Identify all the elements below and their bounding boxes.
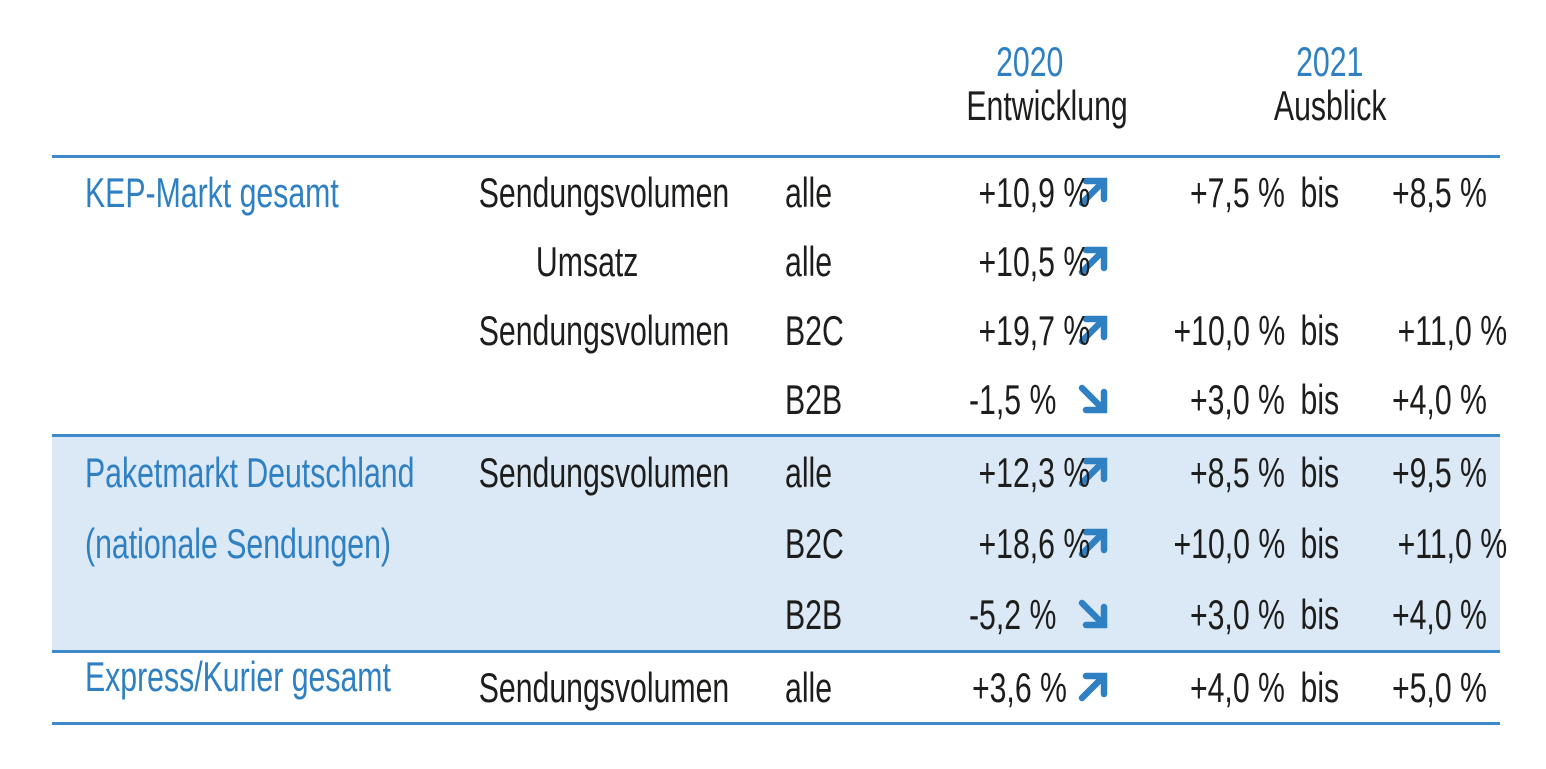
dev-2020-value: -1,5 % — [968, 375, 1057, 423]
section-label-cell: Express/Kurier gesamt — [52, 650, 430, 725]
table-row: KEP-Markt gesamt Sendungsvolumen alle +1… — [52, 155, 1500, 436]
trend-up-icon — [1078, 529, 1108, 558]
dev-2020-value: +19,7 % — [978, 306, 1091, 354]
trend-down-icon — [1078, 600, 1108, 629]
outlook-high-value: +8,5 % — [1355, 155, 1500, 227]
dev-2020-value: +10,9 % — [935, 155, 1090, 227]
section-label-cell: Paketmarkt Deutschland (nationale Sendun… — [52, 434, 430, 652]
trend-cell — [1060, 365, 1125, 436]
segment-cell: alle — [745, 650, 935, 725]
year-2021-label: 2021 — [1296, 38, 1364, 85]
table-row: Express/Kurier gesamt Sendungsvolumen al… — [52, 650, 1500, 725]
dev-2020-value: +18,6 % — [935, 508, 1090, 579]
outlook-low-value: +10,0 % — [1125, 508, 1285, 579]
trend-up-icon — [1078, 247, 1108, 276]
section-label-cell: KEP-Markt gesamt — [52, 155, 430, 436]
table-row: B2C +18,6 % +10,0 % bis +11,0 % — [52, 508, 1507, 579]
metric-cell: Sendungsvolumen — [430, 434, 745, 508]
outlook-low-value: +3,0 % — [1190, 375, 1285, 423]
metric-cell — [430, 579, 745, 652]
outlook-low-value — [1125, 227, 1285, 296]
trend-cell — [1060, 155, 1125, 227]
metric-cell: Sendungsvolumen — [430, 650, 745, 725]
metric-cell: Sendungsvolumen — [430, 155, 745, 227]
outlook-high-value: +11,0 % — [1355, 508, 1507, 579]
trend-up-icon — [1078, 458, 1108, 487]
dev-2020-value: +3,6 % — [935, 650, 1067, 725]
outlook-high-value: +4,0 % — [1391, 375, 1487, 423]
bis-label: bis — [1285, 579, 1355, 652]
segment-cell: B2B — [745, 579, 935, 652]
segment-cell: alle — [745, 155, 935, 227]
bis-label: bis — [1285, 650, 1355, 725]
trend-cell — [1060, 508, 1125, 579]
trend-cell — [1060, 579, 1125, 652]
column-group-2020: 2020 Entwicklung — [935, 38, 1128, 129]
metric-cell — [430, 508, 745, 579]
outlook-high-value — [1355, 227, 1500, 296]
bis-label: bis — [1285, 508, 1355, 579]
outlook-low-value: +4,0 % — [1125, 650, 1285, 725]
segment-cell: B2C — [785, 306, 844, 354]
table-row: B2B -5,2 % +3,0 % bis +4,0 % — [52, 579, 1500, 652]
outlook-high-value: +9,5 % — [1355, 434, 1500, 508]
trend-up-icon — [1078, 178, 1108, 207]
outlook-low-value: +3,0 % — [1125, 579, 1285, 652]
outlook-high-value: +5,0 % — [1355, 650, 1500, 725]
outlook-high-value: +4,0 % — [1355, 579, 1500, 652]
segment-cell: alle — [745, 434, 935, 508]
bis-label: bis — [1285, 155, 1355, 227]
market-data-table: KEP-Markt gesamt Sendungsvolumen alle +1… — [52, 155, 1508, 725]
trend-cell — [1060, 650, 1125, 725]
section-label: Paketmarkt Deutschland — [85, 449, 415, 496]
outlook-low-value: +8,5 % — [1125, 434, 1285, 508]
entwicklung-label: Entwicklung — [966, 82, 1128, 129]
table-wrapper: KEP-Markt gesamt Sendungsvolumen alle +1… — [52, 155, 1508, 725]
dev-2020-value: +10,5 % — [978, 237, 1091, 285]
trend-up-icon — [1078, 673, 1108, 702]
section-label: KEP-Markt gesamt — [85, 169, 339, 216]
table-row: B2B -1,5 % +3,0 % bis +4,0 % — [52, 365, 1500, 436]
bis-label — [1285, 227, 1355, 296]
trend-cell — [1060, 296, 1125, 365]
outlook-low-value: +10,0 % — [1173, 306, 1285, 354]
bis-label: bis — [1300, 306, 1340, 354]
segment-cell: B2B — [785, 375, 843, 423]
column-group-2021: 2021 Ausblick — [1165, 40, 1495, 128]
table-row: Sendungsvolumen B2C +19,7 % +10,0 % bis … — [52, 296, 1508, 365]
segment-cell: alle — [785, 237, 833, 285]
section-label: Express/Kurier gesamt — [85, 653, 391, 700]
table-row: Paketmarkt Deutschland (nationale Sendun… — [52, 434, 1500, 652]
metric-cell — [430, 365, 745, 436]
ausblick-label: Ausblick — [1273, 82, 1387, 129]
dev-2020-value: +12,3 % — [935, 434, 1090, 508]
outlook-low-value: +7,5 % — [1125, 155, 1285, 227]
dev-2020-value: -5,2 % — [935, 579, 1060, 652]
bis-label: bis — [1285, 434, 1355, 508]
year-2020-label: 2020 — [996, 38, 1064, 85]
segment-cell: B2C — [745, 508, 935, 579]
bis-label: bis — [1300, 375, 1340, 423]
section-label-line2: (nationale Sendungen) — [85, 520, 392, 567]
trend-cell — [1060, 227, 1125, 296]
trend-cell — [1060, 434, 1125, 508]
trend-down-icon — [1078, 385, 1108, 414]
trend-up-icon — [1078, 316, 1108, 345]
outlook-high-value: +11,0 % — [1397, 306, 1508, 354]
metric-cell: Umsatz — [536, 237, 639, 285]
table-row: Umsatz alle +10,5 % — [52, 227, 1500, 296]
metric-cell: Sendungsvolumen — [478, 306, 730, 354]
